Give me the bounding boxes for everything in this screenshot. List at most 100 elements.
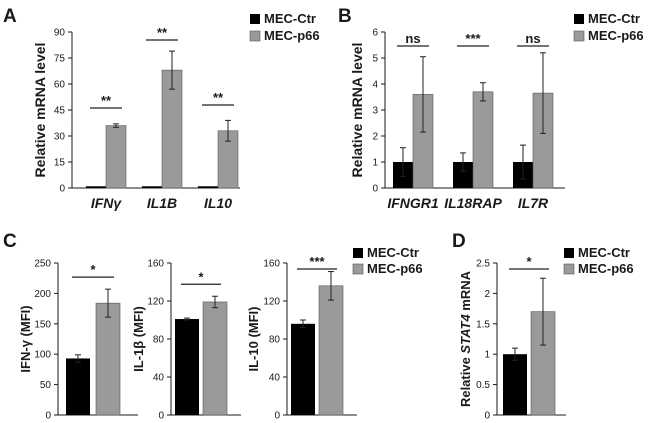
panel-c3-ytick-label: 160: [263, 259, 280, 270]
panel-a-sig-label: **: [101, 93, 112, 108]
legend-b-ctr-label: MEC-Ctr: [588, 11, 640, 26]
panel-b-bar-ctr: [453, 162, 473, 188]
panel-c-il1b-chart: 0 40 80 120 160 IL-1β (MFI) *: [131, 259, 241, 422]
panel-d-ylabel-part: Relative: [458, 354, 473, 407]
panel-d-ylabel-part: mRNA: [458, 270, 473, 314]
legend-b: MEC-Ctr MEC-p66: [573, 11, 644, 43]
panel-c2-ytick-label: 120: [147, 297, 164, 308]
panel-label-b: B: [338, 6, 352, 27]
panel-a-bar-p66: [105, 125, 127, 189]
panel-c1-ytick-label: 200: [34, 289, 51, 300]
legend-a: MEC-Ctr MEC-p66: [249, 11, 320, 43]
panel-b-category-label: IL7R: [518, 195, 549, 211]
panel-b-chart: 0 1 2 3 4 5 6 Relative mRNA level ns IFNGR1 *** IL1…: [349, 28, 565, 211]
panel-c1-bar-p66: [95, 302, 121, 416]
panel-c1-ytick-label: 250: [34, 259, 51, 270]
legend-d: MEC-Ctr MEC-p66: [563, 245, 634, 276]
panel-c2-ytick-label: 80: [153, 335, 165, 346]
panel-b-ytick-label: 5: [372, 54, 378, 65]
panel-c2-ytick-label: 40: [153, 373, 165, 384]
panel-a-category-label: IFNγ: [91, 195, 123, 211]
panel-b-ytick-label: 4: [372, 80, 378, 91]
panel-b-ylabel: Relative mRNA level: [349, 43, 365, 178]
panel-c2-sig-label: *: [198, 269, 204, 284]
panel-c1-ytick-label: 100: [34, 350, 51, 361]
panel-b-sig-label: ns: [525, 31, 540, 46]
panel-c3-ytick-label: 0: [274, 411, 280, 422]
panel-a-bar-ctr: [142, 186, 162, 188]
panel-a-chart: 0 15 30 45 60 75 90 Relative mRNA level ** IFNγ **…: [32, 25, 240, 211]
legend-c-p66-label: MEC-p66: [367, 261, 423, 276]
panel-a-ytick-label: 60: [54, 80, 66, 91]
panel-c1-ytick-label: 150: [34, 319, 51, 330]
legend-a-p66-label: MEC-p66: [264, 28, 320, 43]
legend-b-p66-swatch: [573, 30, 585, 42]
legend-b-ctr-swatch: [574, 14, 584, 24]
panel-b-ytick-label: 2: [372, 132, 378, 143]
panel-c3-ytick-label: 40: [269, 373, 281, 384]
panel-c3-bar-p66: [318, 285, 344, 416]
panel-c1-ytick-label: 50: [40, 380, 52, 391]
panel-c-ifng-chart: 0 50 100 150 200 250 IFN-γ (MFI) *: [18, 259, 138, 422]
panel-c1-ytick-label: 0: [45, 411, 51, 422]
legend-d-p66-label: MEC-p66: [578, 261, 634, 276]
panel-b-ytick-label: 6: [372, 28, 378, 39]
panel-a-ytick-label: 15: [54, 158, 66, 169]
panel-label-a: A: [3, 6, 17, 27]
panel-d-sig-label: *: [526, 254, 532, 269]
panel-a-sig-label: **: [157, 25, 168, 40]
legend-a-ctr-label: MEC-Ctr: [264, 11, 316, 26]
legend-d-ctr-swatch: [564, 248, 574, 258]
panel-b-ytick-label: 1: [372, 158, 378, 169]
panel-d-bar-ctr: [503, 354, 527, 415]
legend-c: MEC-Ctr MEC-p66: [352, 245, 423, 276]
panel-b-ytick-label: 3: [372, 106, 378, 117]
panel-d-ylabel: Relative STAT4 mRNA: [458, 270, 473, 407]
panel-d-ylabel-part: STAT4: [458, 314, 473, 354]
panel-label-d: D: [452, 231, 466, 252]
panel-a-bar-ctr: [86, 186, 106, 188]
panel-d-ytick-label: 2: [484, 289, 490, 300]
legend-c-ctr-label: MEC-Ctr: [367, 245, 419, 260]
legend-a-p66-swatch: [249, 30, 261, 42]
legend-a-ctr-swatch: [250, 14, 260, 24]
panel-c3-bar-ctr: [291, 323, 315, 415]
panel-d-ytick-label: 1: [484, 350, 490, 361]
panel-c-il10-chart: 0 40 80 120 160 IL-10 (MFI) ***: [246, 254, 357, 422]
panel-a-sig-label: **: [213, 90, 224, 105]
panel-c1-bar-ctr: [66, 358, 90, 415]
panel-b-ytick-label: 0: [372, 184, 378, 195]
legend-d-ctr-label: MEC-Ctr: [578, 245, 630, 260]
panel-a-category-label: IL1B: [147, 195, 177, 211]
panel-a-ylabel: Relative mRNA level: [32, 43, 48, 178]
panel-d-ytick-label: 2.5: [476, 259, 490, 270]
panel-b-bar-p66: [472, 91, 494, 189]
panel-c2-ytick-label: 160: [147, 259, 164, 270]
panel-c1-sig-label: *: [90, 262, 96, 277]
panel-c1-ylabel: IFN-γ (MFI): [18, 305, 33, 372]
panel-a-ytick-label: 90: [54, 28, 66, 39]
panel-label-c: C: [3, 231, 17, 252]
panel-a-ytick-label: 0: [59, 184, 65, 195]
panel-d-ytick-label: 1.5: [476, 319, 490, 330]
panel-c3-ylabel: IL-10 (MFI): [246, 307, 261, 372]
legend-b-p66-label: MEC-p66: [588, 28, 644, 43]
panel-c3-sig-label: ***: [309, 254, 325, 269]
panel-a-ytick-label: 30: [54, 132, 66, 143]
panel-a-bar-ctr: [198, 186, 218, 188]
panel-d-ytick-label: 0.5: [476, 380, 490, 391]
legend-c-ctr-swatch: [353, 248, 363, 258]
panel-c2-ytick-label: 0: [158, 411, 164, 422]
legend-c-p66-swatch: [352, 263, 364, 275]
panel-c2-bar-p66: [202, 301, 228, 416]
panel-c3-ytick-label: 120: [263, 297, 280, 308]
panel-b-category-label: IL18RAP: [444, 195, 502, 211]
panel-a-category-label: IL10: [204, 195, 232, 211]
legend-d-p66-swatch: [563, 263, 575, 275]
panel-a-ytick-label: 75: [54, 54, 66, 65]
panel-d-ytick-label: 0: [484, 411, 490, 422]
panel-c2-ylabel: IL-1β (MFI): [131, 306, 146, 372]
panel-c2-bar-ctr: [175, 319, 199, 415]
